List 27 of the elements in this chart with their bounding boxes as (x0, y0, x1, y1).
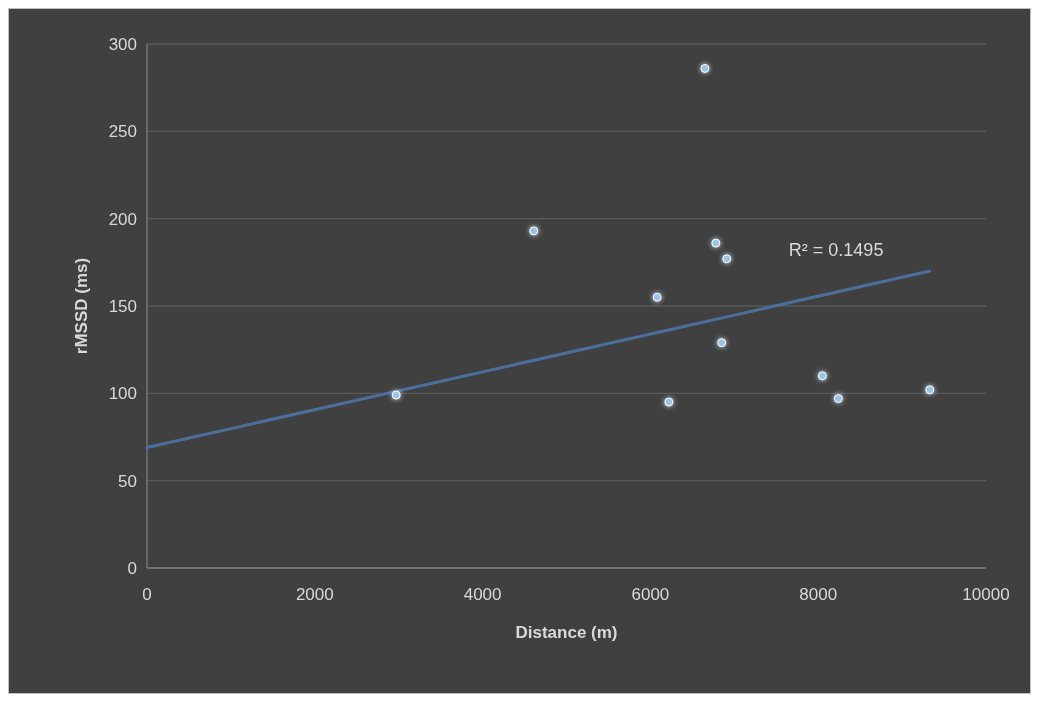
point (711, 238, 721, 248)
point (717, 338, 727, 348)
y-tick-label: 300 (108, 34, 137, 54)
x-tick-label: 10000 (962, 585, 1010, 604)
x-tick-label: 8000 (799, 585, 838, 604)
point (652, 292, 662, 302)
point (529, 226, 539, 236)
point (817, 371, 827, 381)
x-tick-label: 4000 (463, 585, 502, 604)
x-tick-label: 2000 (295, 585, 334, 604)
annotation: R² = 0.1495 (788, 240, 884, 261)
y-axis-title: rMSSD (ms) (72, 257, 91, 355)
x-axis-title: Distance (m) (515, 623, 618, 642)
point (925, 385, 935, 395)
point (833, 394, 843, 404)
point (722, 254, 732, 264)
y-tick-label: 250 (108, 122, 137, 142)
point (700, 63, 710, 73)
point (664, 397, 674, 407)
y-tick-label: 50 (118, 471, 137, 491)
x-tick-label: 0 (142, 585, 152, 604)
y-tick-label: 150 (108, 296, 137, 316)
y-tick-label: 100 (108, 384, 137, 404)
y-tick-label: 0 (127, 558, 137, 578)
x-tick-label: 6000 (631, 585, 670, 604)
y-tick-label: 200 (108, 209, 137, 229)
point (391, 390, 401, 400)
